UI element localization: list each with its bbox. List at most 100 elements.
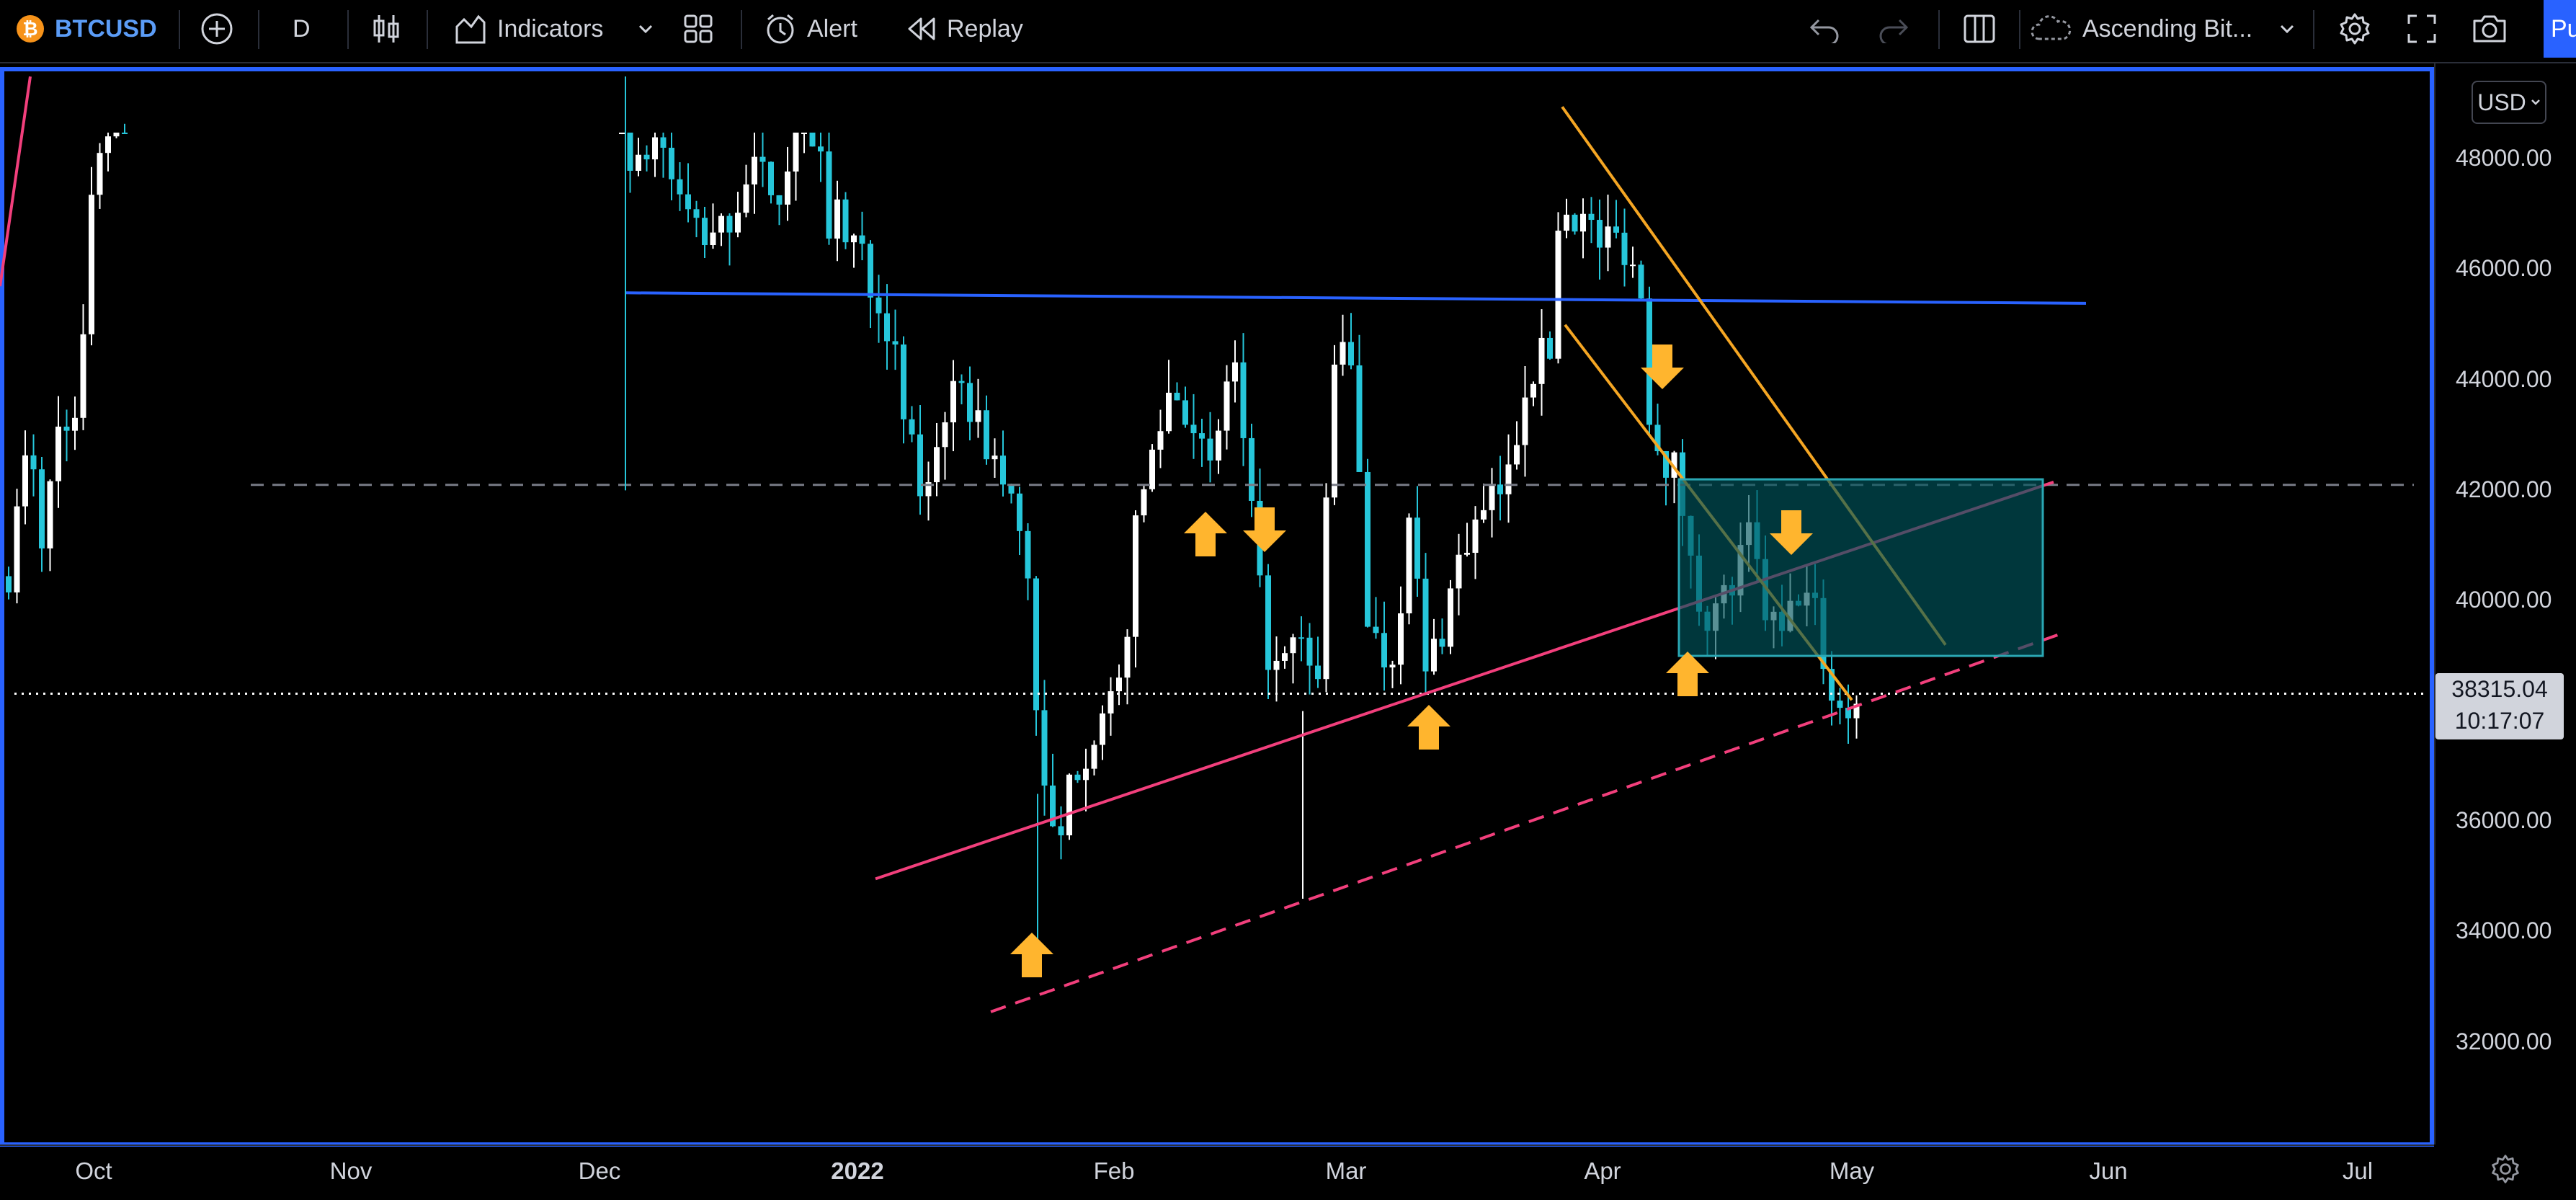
candle-up [851, 235, 857, 243]
templates-button[interactable] [683, 0, 713, 58]
candle-down [669, 148, 674, 179]
candle-up [1853, 703, 1860, 719]
price-tick: 46000.00 [2456, 255, 2552, 281]
alert-button[interactable]: Alert [764, 0, 857, 58]
up-arrow [1666, 652, 1709, 696]
down-arrow [1770, 510, 1813, 555]
candle-down [1182, 400, 1188, 425]
down-arrow [1641, 345, 1684, 389]
candle-up [1107, 691, 1114, 714]
interval-label: D [293, 14, 311, 43]
layout-name-button[interactable]: Ascending Bit... [2029, 0, 2252, 58]
candle-up [1522, 397, 1528, 445]
candle-up [14, 506, 20, 593]
price-tick: 36000.00 [2456, 807, 2552, 833]
chart-pane[interactable] [0, 63, 2576, 1199]
settings-button[interactable] [2337, 0, 2372, 58]
candle-up [1157, 431, 1164, 450]
undo-button[interactable] [1809, 0, 1840, 58]
compare-button[interactable] [200, 0, 233, 58]
candle-down [776, 195, 783, 205]
candle-down [1199, 433, 1205, 439]
replay-button[interactable]: Replay [906, 0, 1023, 58]
candle-up [1224, 381, 1230, 431]
candle-down [702, 218, 708, 246]
fullscreen-button[interactable] [2407, 0, 2437, 58]
time-tick: May [1829, 1157, 1875, 1184]
candle-down [677, 179, 683, 195]
candle-up [785, 171, 790, 205]
indicators-icon [455, 14, 486, 44]
candle-down [1837, 701, 1843, 708]
candle-up [710, 232, 716, 246]
indicators-button[interactable]: Indicators [454, 0, 603, 58]
candle-up [1406, 517, 1412, 614]
candle-down [917, 434, 923, 497]
time-tick: Jun [2089, 1157, 2128, 1184]
candle-down [1829, 669, 1835, 701]
bitcoin-icon: ₿ [17, 15, 44, 43]
down-arrow [1243, 507, 1286, 552]
candle-up [652, 137, 658, 160]
candle-up [834, 199, 840, 239]
candle-up [1282, 653, 1288, 661]
candle-up [619, 133, 625, 134]
symbol-search[interactable]: ₿ BTCUSD [16, 0, 157, 58]
candle-up [1290, 637, 1296, 654]
candle-down [1845, 708, 1851, 719]
replay-icon [908, 17, 935, 40]
fullscreen-icon [2407, 14, 2436, 43]
up-arrow [1407, 705, 1450, 750]
resistance-line [625, 291, 2087, 305]
currency-button[interactable]: USD [2472, 81, 2546, 124]
candle-up [1580, 213, 1586, 232]
candle-up [1448, 588, 1453, 647]
candle-up [636, 154, 641, 171]
indicators-dropdown[interactable] [637, 0, 654, 58]
layout-dropdown[interactable] [2278, 0, 2296, 58]
price-scale[interactable]: 48000.00 46000.00 44000.00 42000.00 4000… [2434, 63, 2576, 1145]
candle-up [975, 410, 981, 422]
demand-zone-box [1677, 478, 2044, 657]
interval-button[interactable]: D [293, 0, 311, 58]
candle-down [1265, 575, 1271, 670]
candle-down [1638, 265, 1644, 299]
redo-button[interactable] [1878, 0, 1909, 58]
last-price-value: 38315.04 [2451, 676, 2548, 702]
candle-up [1166, 392, 1172, 432]
chevron-down-icon [2280, 25, 2294, 34]
candle-down [868, 244, 873, 298]
candles-icon [373, 15, 399, 43]
candle-down [901, 344, 906, 419]
alert-clock-icon [767, 14, 794, 44]
plus-circle-icon [201, 13, 233, 45]
chart-background [0, 63, 2434, 1145]
candle-up [735, 213, 741, 233]
candle-down [909, 419, 915, 435]
price-chart[interactable] [0, 63, 2576, 1199]
candle-down [1033, 578, 1039, 711]
top-toolbar: ₿ BTCUSD D Indicators [0, 0, 2576, 63]
redo-icon [1879, 19, 1909, 43]
time-scale[interactable]: Oct Nov Dec 2022 Feb Mar Apr May Jun Jul [0, 1145, 2434, 1200]
candle-down [884, 313, 890, 342]
price-tick: 48000.00 [2456, 145, 2552, 171]
chevron-down-icon [638, 25, 653, 34]
candle-up [1323, 497, 1329, 680]
candle-down [1588, 213, 1595, 221]
candle-down [1572, 214, 1578, 232]
snapshot-button[interactable] [2472, 0, 2508, 58]
publish-button[interactable]: Pu [2544, 0, 2576, 58]
chart-type-button[interactable] [372, 0, 401, 58]
price-tick: 42000.00 [2456, 476, 2552, 502]
candle-up [743, 184, 749, 213]
layout-button[interactable] [1963, 0, 1996, 58]
candle-up [942, 422, 948, 448]
candle-up [1605, 226, 1611, 248]
scale-settings-icon[interactable] [2490, 1153, 2521, 1185]
divider [179, 10, 180, 49]
candle-down [1025, 530, 1031, 579]
candle-up [1505, 464, 1512, 494]
candle-up [1431, 639, 1437, 672]
candle-up [1133, 515, 1138, 637]
